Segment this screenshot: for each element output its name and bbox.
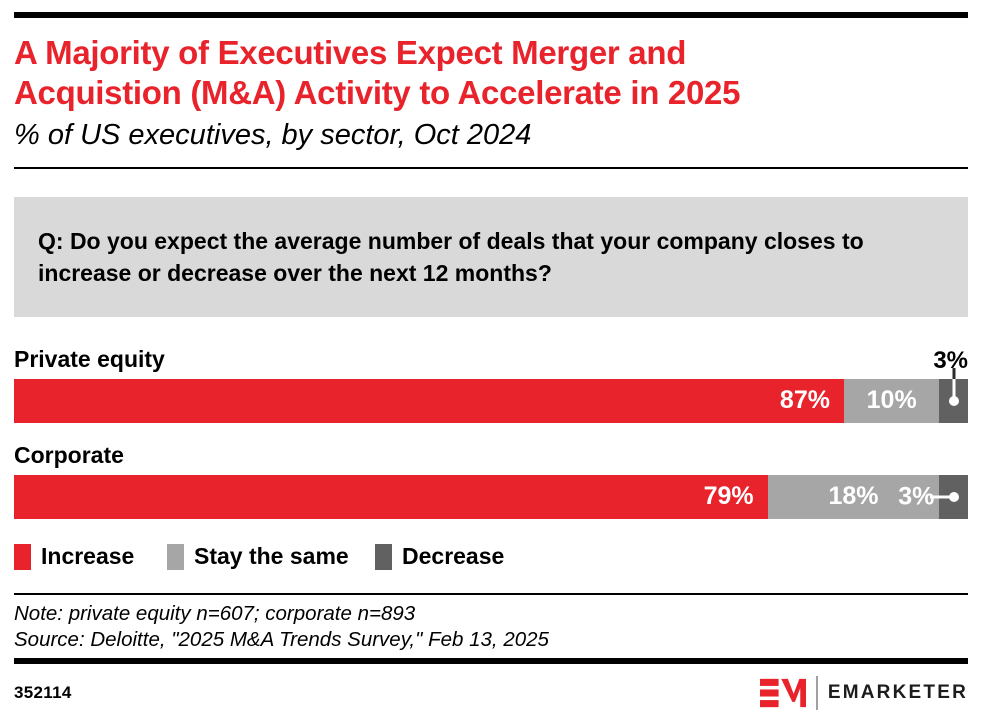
top-rule <box>14 12 968 18</box>
legend-item-stay-the-same: Stay the same <box>167 543 375 570</box>
footnotes: Note: private equity n=607; corporate n=… <box>14 601 968 653</box>
bar-private-equity: 87% 10% <box>14 367 968 423</box>
callout-label-private-equity-decrease: 3% <box>933 346 968 374</box>
legend-swatch-decrease <box>375 543 392 570</box>
value-label-corporate-increase: 79% <box>703 482 754 511</box>
callout-line-in-bar <box>952 378 956 401</box>
callout-line-above-bar <box>952 367 956 379</box>
page-title: A Majority of Executives Expect Merger a… <box>14 33 968 114</box>
bar-segment-private-equity-decrease <box>939 367 968 423</box>
category-line-private-equity: Private equity 3% <box>14 343 968 373</box>
footnote-divider <box>14 592 968 595</box>
header-divider <box>14 166 968 169</box>
value-label-corporate-stay: 18% <box>828 482 879 511</box>
bar-corporate: 79% 18% 3% <box>14 474 968 519</box>
logo-wordmark: EMARKETER <box>827 682 968 704</box>
value-label-private-equity-stay: 10% <box>866 386 917 415</box>
emarketer-logo: EMARKETER <box>759 676 968 711</box>
title-line-1: A Majority of Executives Expect Merger a… <box>14 34 687 71</box>
title-line-2: Acquistion (M&A) Activity to Accelerate … <box>14 74 741 112</box>
survey-question-text: Q: Do you expect the average number of d… <box>38 227 864 286</box>
legend: Increase Stay the same Decrease <box>14 543 968 571</box>
legend-swatch-stay-the-same <box>167 543 184 570</box>
bar-segment-corporate-decrease <box>929 474 968 519</box>
footer: 352114 EMARKETER <box>14 674 968 712</box>
bar-segment-corporate-increase: 79% <box>14 474 768 519</box>
note-text: Note: private equity n=607; corporate n=… <box>14 601 416 625</box>
chart-subtitle: % of US executives, by sector, Oct 2024 <box>14 118 532 151</box>
value-label-corporate-decrease: 3% <box>898 482 935 511</box>
category-line-corporate: Corporate <box>14 439 968 469</box>
chart-area: Private equity 3% 87% 10% Corporate 79% <box>14 343 968 519</box>
callout-line-horizontal <box>929 495 954 499</box>
survey-question-box: Q: Do you expect the average number of d… <box>14 196 968 317</box>
legend-item-increase: Increase <box>14 543 167 570</box>
logo-separator <box>815 676 818 711</box>
callout-dot <box>948 395 959 406</box>
callout-dot <box>948 491 959 502</box>
legend-label-increase: Increase <box>41 543 135 570</box>
bar-segment-corporate-stay: 18% 3% <box>767 474 940 519</box>
category-label-corporate: Corporate <box>14 441 124 468</box>
source-text: Source: Deloitte, "2025 M&A Trends Surve… <box>14 628 549 652</box>
bar-segment-private-equity-increase: 87% <box>14 378 844 423</box>
legend-swatch-increase <box>14 543 31 570</box>
legend-item-decrease: Decrease <box>375 543 504 570</box>
bottom-rule <box>14 658 968 665</box>
chart-id: 352114 <box>14 683 72 703</box>
category-label-private-equity: Private equity <box>14 345 165 372</box>
legend-label-stay-the-same: Stay the same <box>194 543 349 570</box>
value-label-private-equity-increase: 87% <box>779 386 830 415</box>
bar-segment-private-equity-stay: 10% <box>843 378 940 423</box>
em-monogram-icon <box>759 679 806 708</box>
legend-label-decrease: Decrease <box>402 543 505 570</box>
